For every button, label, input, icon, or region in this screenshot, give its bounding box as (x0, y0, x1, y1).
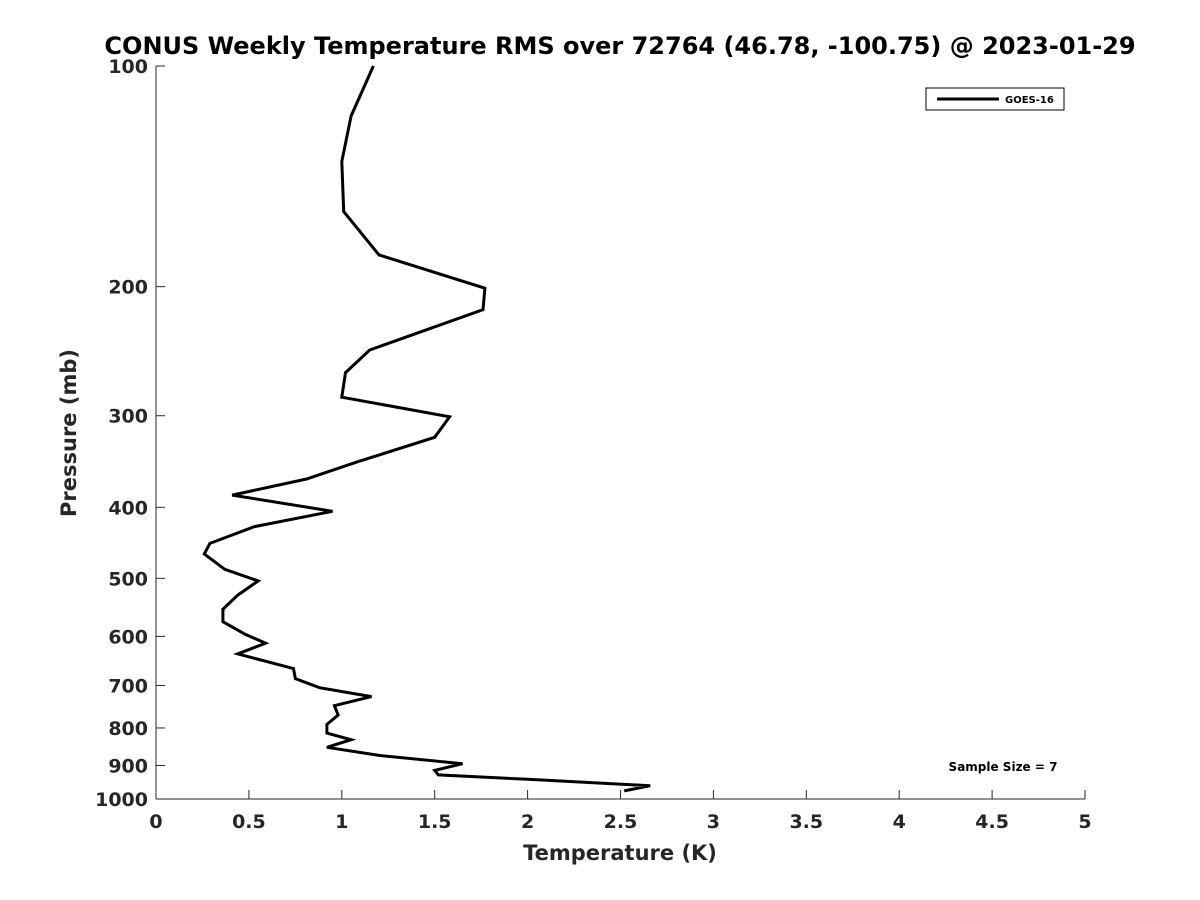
x-tick-label: 4 (893, 811, 906, 833)
y-tick-label: 300 (108, 406, 148, 428)
sample-size-annotation: Sample Size = 7 (949, 760, 1058, 774)
x-tick-label: 1.5 (418, 811, 452, 833)
x-tick-label: 4.5 (975, 811, 1009, 833)
x-tick-label: 0 (149, 811, 162, 833)
y-tick-label: 200 (108, 277, 148, 299)
x-tick-label: 3.5 (789, 811, 823, 833)
x-axis-label: Temperature (K) (523, 841, 717, 865)
legend: GOES-16 (925, 87, 1065, 111)
x-tick-label: 1 (335, 811, 348, 833)
y-tick-label: 600 (108, 626, 148, 648)
x-tick-label: 2.5 (604, 811, 638, 833)
x-tick-label: 2 (521, 811, 534, 833)
y-tick-label: 400 (108, 497, 148, 519)
legend-label-goes-16: GOES-16 (1005, 95, 1054, 106)
y-tick-label: 700 (108, 675, 148, 697)
series-line-goes-16 (202, 65, 651, 793)
x-tick-label: 3 (707, 811, 720, 833)
y-axis-label: Pressure (mb) (57, 349, 81, 517)
plot-area: 0 0.5 1 1.5 2 2.5 3 3.5 4 4.5 5 100 200 300 400 500 600 7… (95, 56, 1092, 833)
y-tick-label: 100 (108, 56, 148, 78)
y-tick-label: 500 (108, 568, 148, 590)
y-tick-label: 900 (108, 755, 148, 777)
chart-title: CONUS Weekly Temperature RMS over 72764 … (104, 32, 1135, 60)
y-tick-label: 1000 (95, 789, 148, 811)
x-tick-label: 5 (1078, 811, 1091, 833)
y-tick-label: 800 (108, 718, 148, 740)
x-tick-label: 0.5 (232, 811, 266, 833)
